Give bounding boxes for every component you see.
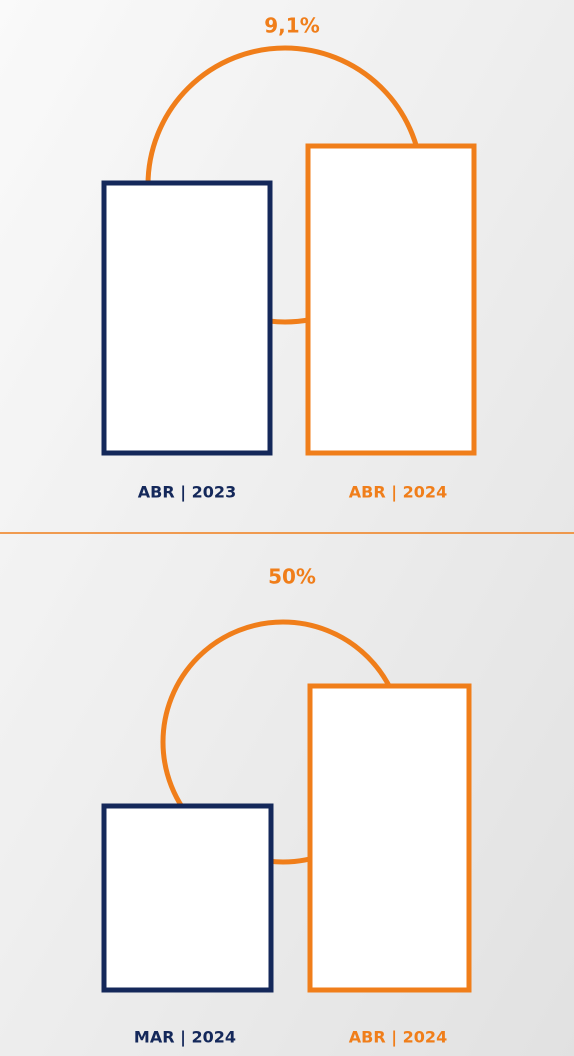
bar-previous <box>104 183 270 453</box>
bar-current <box>310 686 469 990</box>
background-overlay <box>0 0 574 1056</box>
change-label: 9,1% <box>264 14 319 38</box>
bar-label: MAR | 2024 <box>134 1028 236 1048</box>
bar-label: ABR | 2023 <box>138 483 236 503</box>
bar-previous <box>104 806 271 990</box>
bar-label: ABR | 2024 <box>349 1028 447 1048</box>
infographic: 9,1% ABR | 2023 ABR | 2024 50% MAR | 202… <box>0 0 574 1056</box>
bar-label: ABR | 2024 <box>349 483 447 503</box>
bar-current <box>308 146 474 453</box>
page: 9,1% ABR | 2023 ABR | 2024 50% MAR | 202… <box>0 0 574 1056</box>
change-label: 50% <box>268 565 316 589</box>
